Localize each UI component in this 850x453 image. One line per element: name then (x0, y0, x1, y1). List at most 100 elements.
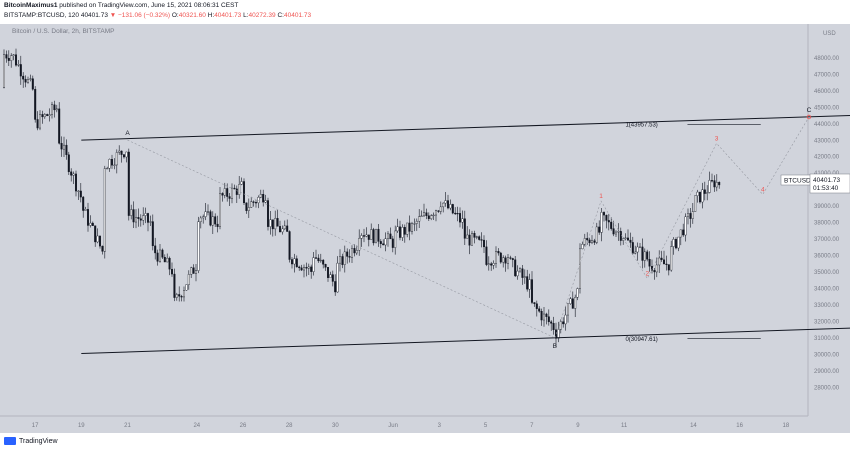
candle-body (190, 267, 193, 275)
price-scale[interactable] (808, 24, 850, 416)
candle-body (312, 257, 315, 272)
candle-body (339, 256, 342, 264)
candle-body (439, 206, 442, 212)
candle-body (194, 270, 197, 274)
y-tick-label: 46000.00 (814, 89, 840, 95)
candle-body (348, 256, 351, 258)
candle-body (514, 259, 517, 277)
candle-body (170, 268, 173, 275)
candle-body (468, 234, 471, 246)
candle-body (329, 274, 332, 278)
candle-body (22, 75, 25, 80)
candle-body (178, 294, 181, 297)
candle-body (151, 221, 154, 247)
candle-body (713, 180, 716, 188)
candle-body (499, 252, 502, 263)
candle-body (624, 237, 627, 239)
candle-body (459, 213, 462, 223)
channel-bottom-line[interactable] (81, 327, 850, 354)
x-tick-label: 21 (124, 423, 131, 429)
x-tick-label: 24 (193, 423, 200, 429)
high-value: 40401.73 (214, 12, 242, 19)
candle-body (581, 243, 584, 250)
candle-body (574, 297, 577, 309)
candle-body (715, 182, 718, 188)
x-tick-label: 28 (286, 423, 293, 429)
candle-body (567, 303, 570, 316)
candle-body (206, 211, 209, 213)
candle-body (547, 316, 550, 323)
candle-body (687, 213, 690, 217)
candle-body (634, 251, 637, 254)
fib-level-label: 0(30947.61) (625, 337, 657, 343)
chart-area[interactable]: 28000.00 29000.00 30000.00 31000.00 32000.00… (0, 24, 850, 433)
candle-body (641, 246, 644, 261)
candle-body (403, 227, 406, 235)
candle-body (247, 207, 250, 211)
target-point-c[interactable] (806, 114, 812, 120)
candle-body (185, 284, 188, 291)
drawings[interactable]: A B C 1 2 3 4 1(43957.53) 0(30947.61) (81, 107, 850, 354)
candle-body (423, 212, 426, 217)
candles (3, 48, 721, 347)
candle-body (694, 195, 697, 212)
candle-body (218, 193, 221, 227)
candle-body (607, 220, 610, 223)
time-scale[interactable] (0, 416, 850, 433)
candle-body (353, 248, 356, 254)
low-value: 40272.39 (248, 12, 276, 19)
abc-line-ab[interactable] (127, 139, 555, 339)
wave-label-2: 2 (645, 271, 649, 278)
wave-count-path[interactable] (554, 116, 810, 338)
candle-body (305, 267, 308, 269)
plot-background (0, 24, 808, 416)
candle-body (466, 234, 469, 239)
candle-body (576, 288, 579, 298)
tradingview-logo[interactable]: TradingView (4, 437, 58, 445)
wave-label-b: B (553, 343, 557, 350)
candle-body (204, 211, 207, 217)
x-axis: 17192124262830Jun35791114161821 (32, 423, 790, 429)
candle-body (46, 114, 49, 116)
candle-body (319, 259, 322, 262)
candle-body (509, 257, 512, 259)
candle-body (653, 270, 656, 273)
candle-body (322, 259, 325, 265)
candle-body (483, 239, 486, 248)
candle-body (677, 236, 680, 249)
candle-body (615, 231, 618, 235)
candle-body (27, 79, 30, 83)
candle-body (643, 251, 646, 261)
price-chart[interactable]: 28000.00 29000.00 30000.00 31000.00 32000.00… (0, 24, 850, 433)
candle-body (372, 229, 375, 244)
candle-body (696, 191, 699, 196)
candle-body (65, 144, 68, 155)
candle-body (7, 57, 10, 61)
candle-body (341, 256, 344, 265)
candle-body (507, 257, 510, 264)
candle-body (221, 193, 224, 196)
y-tick-label: 31000.00 (814, 336, 840, 342)
publication-line: BitcoinMaximus1 published on TradingView… (4, 2, 238, 9)
candle-body (401, 227, 404, 238)
candle-body (586, 238, 589, 241)
channel-top-line[interactable] (81, 115, 850, 141)
candle-body (5, 54, 8, 59)
candle-body (103, 168, 106, 252)
x-tick-label: 19 (78, 423, 85, 429)
candle-body (528, 279, 531, 290)
author-name[interactable]: BitcoinMaximus1 (4, 2, 58, 9)
candle-body (137, 217, 140, 219)
candle-body (180, 296, 183, 298)
candle-body (89, 222, 92, 226)
candle-body (31, 78, 34, 90)
candle-body (545, 313, 548, 317)
candle-body (110, 159, 113, 166)
candle-body (447, 200, 450, 209)
candle-body (3, 54, 6, 88)
candle-body (86, 209, 89, 226)
price-tag (809, 173, 850, 194)
candle-body (370, 229, 373, 240)
candle-body (651, 266, 654, 271)
candle-body (598, 226, 601, 233)
